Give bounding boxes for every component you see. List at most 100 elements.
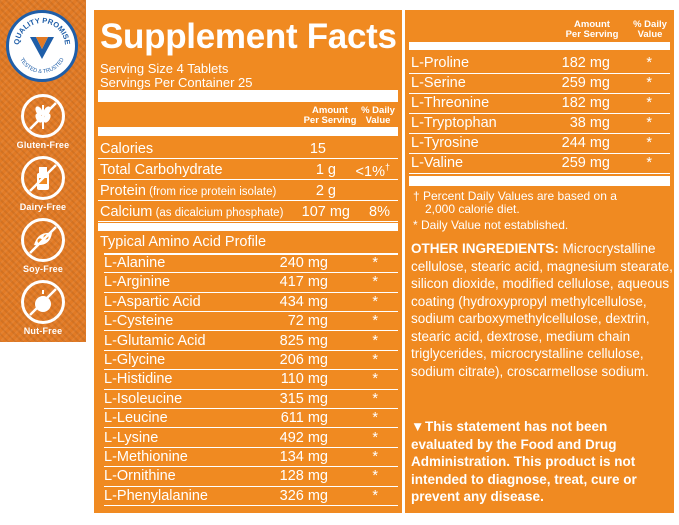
other-ingredients: OTHER INGREDIENTS: Microcrystalline cell…	[411, 241, 673, 379]
amino-acid-amount: 259 mg	[561, 155, 610, 171]
amino-acid-name: L-Glycine	[104, 352, 166, 368]
amino-acid-name: L-Phenylalanine	[104, 487, 208, 504]
amino-acid-name: L-Histidine	[104, 371, 173, 388]
amino-acid-name: L-Arginine	[104, 274, 171, 291]
amino-acid-dv: *	[372, 274, 378, 291]
milk-bottle-icon	[29, 164, 57, 192]
facts-title: Supplement Facts	[100, 17, 397, 56]
amino-acid-amount: 611 mg	[280, 410, 328, 427]
amino-acid-dv: *	[646, 55, 652, 71]
amino-section-title: Typical Amino Acid Profile	[100, 234, 267, 250]
amino-acid-row: L-Valine 259 mg *	[409, 154, 670, 174]
dairy-free-badge: Dairy-Free	[0, 156, 86, 212]
quality-promise-seal: QUALITY PROMISE TESTED & TRUSTED	[6, 10, 78, 82]
amino-acid-name: L-Aspartic Acid	[104, 293, 201, 310]
amino-acid-name: L-Methionine	[104, 449, 188, 465]
amino-acid-name: L-Tryptophan	[411, 115, 497, 131]
quality-promise-seal-icon: QUALITY PROMISE TESTED & TRUSTED	[12, 16, 72, 75]
amount-header: Amount Per Serving	[565, 19, 619, 40]
amino-acid-amount: 244 mg	[561, 135, 610, 151]
amino-acid-amount: 825 mg	[279, 332, 328, 349]
amino-acid-dv: *	[372, 352, 378, 368]
amino-acid-name: L-Lysine	[104, 429, 159, 446]
nutrient-row-protein: Protein (from rice protein isolate) 2 g	[98, 181, 398, 201]
amino-acid-amount: 492 mg	[279, 429, 328, 446]
amino-acid-row: L-Tyrosine 244 mg *	[409, 134, 670, 154]
amino-acid-row: L-Aspartic Acid 434 mg *	[104, 293, 398, 313]
amino-acid-row: L-Phenylalanine 326 mg *	[104, 487, 398, 507]
amino-acid-amount: 182 mg	[561, 95, 610, 111]
amino-acid-name: L-Cysteine	[104, 313, 174, 330]
amino-acid-dv: *	[372, 487, 378, 504]
amino-acid-row: L-Lysine 492 mg *	[104, 429, 398, 448]
badge-label: Gluten-Free	[16, 140, 70, 150]
amino-acid-dv: *	[372, 410, 378, 427]
amino-acid-name: L-Ornithine	[104, 468, 176, 485]
amino-acid-name: L-Proline	[411, 55, 470, 71]
dv-header: % Daily Value	[361, 105, 395, 126]
amino-acid-row: L-Arginine 417 mg *	[104, 273, 398, 293]
amino-acid-amount: 206 mg	[279, 352, 328, 368]
amino-acid-row: L-Serine 259 mg *	[409, 74, 670, 94]
amino-acid-row: L-Proline 182 mg *	[409, 54, 670, 74]
chevron-down-icon: ▼	[411, 419, 425, 434]
nutrient-row-calcium: Calcium (as dicalcium phosphate) 107 mg …	[98, 202, 398, 222]
amino-acid-row: L-Methionine 134 mg *	[104, 448, 398, 468]
amino-acid-row: L-Histidine 110 mg *	[104, 370, 398, 390]
amino-acid-name: L-Leucine	[104, 410, 168, 427]
supplement-facts-left-panel: Supplement Facts Serving Size 4 Tablets …	[94, 10, 402, 513]
seal-bottom-text: TESTED & TRUSTED	[18, 57, 65, 75]
gluten-free-badge: Gluten-Free	[0, 94, 86, 150]
amino-acid-dv: *	[372, 255, 378, 271]
amino-acid-name: L-Threonine	[411, 95, 490, 111]
amino-acid-dv: *	[646, 95, 652, 111]
amino-acid-amount: 259 mg	[561, 75, 610, 91]
amino-acid-name: L-Serine	[411, 75, 466, 91]
amino-acid-amount: 110 mg	[280, 371, 328, 388]
thick-divider	[409, 42, 670, 50]
nutrient-row-calories: Calories 15	[98, 139, 398, 159]
wheat-icon	[29, 102, 57, 130]
amino-acid-amount: 315 mg	[279, 390, 328, 407]
badge-label: Nut-Free	[23, 326, 63, 336]
amino-acid-name: L-Tyrosine	[411, 135, 479, 151]
amino-acid-dv: *	[372, 429, 378, 446]
amino-acid-amount: 134 mg	[279, 449, 328, 465]
amino-acid-amount: 38 mg	[569, 115, 610, 131]
amino-acid-dv: *	[372, 332, 378, 349]
amino-acid-row: L-Ornithine 128 mg *	[104, 467, 398, 487]
fda-statement: ▼This statement has not been evaluated b…	[411, 419, 637, 504]
amino-acid-dv: *	[646, 75, 652, 91]
amount-header: Amount Per Serving	[303, 105, 357, 126]
amino-acid-dv: *	[372, 293, 378, 310]
amino-acid-name: L-Alanine	[104, 255, 166, 271]
thin-divider	[104, 253, 398, 255]
amino-acid-row: L-Glutamic Acid 825 mg *	[104, 332, 398, 351]
serving-size: Serving Size 4 Tablets	[100, 61, 229, 76]
nut-icon	[29, 288, 57, 316]
amino-acid-dv: *	[646, 115, 652, 131]
amino-acid-row: L-Alanine 240 mg *	[104, 254, 398, 274]
amino-acid-name: L-Valine	[411, 155, 464, 171]
amino-acid-row: L-Cysteine 72 mg *	[104, 312, 398, 332]
thick-divider	[98, 90, 398, 102]
amino-acid-amount: 240 mg	[279, 255, 328, 271]
supplement-facts-right-panel: Amount Per Serving % Daily Value L-Proline…	[402, 10, 674, 513]
amino-acid-amount: 434 mg	[279, 293, 328, 310]
amino-acid-dv: *	[372, 371, 378, 388]
amino-acid-dv: *	[372, 449, 378, 465]
soybean-icon	[29, 226, 57, 254]
badge-label: Dairy-Free	[19, 202, 67, 212]
amino-acid-name: L-Isoleucine	[104, 390, 183, 407]
sidebar-badges: QUALITY PROMISE TESTED & TRUSTED Gluten-…	[0, 0, 86, 342]
amino-acid-amount: 128 mg	[279, 468, 328, 485]
amino-acid-dv: *	[372, 313, 378, 330]
thick-divider	[409, 176, 670, 186]
amino-acid-amount: 182 mg	[561, 55, 610, 71]
soy-free-badge: Soy-Free	[0, 218, 86, 274]
nutrient-row-carbohydrate: Total Carbohydrate 1 g <1%†	[98, 160, 398, 180]
amino-acid-amount: 326 mg	[279, 487, 328, 504]
nut-free-badge: Nut-Free	[0, 280, 86, 336]
amino-acid-dv: *	[646, 135, 652, 151]
amino-acid-row: L-Glycine 206 mg *	[104, 351, 398, 371]
